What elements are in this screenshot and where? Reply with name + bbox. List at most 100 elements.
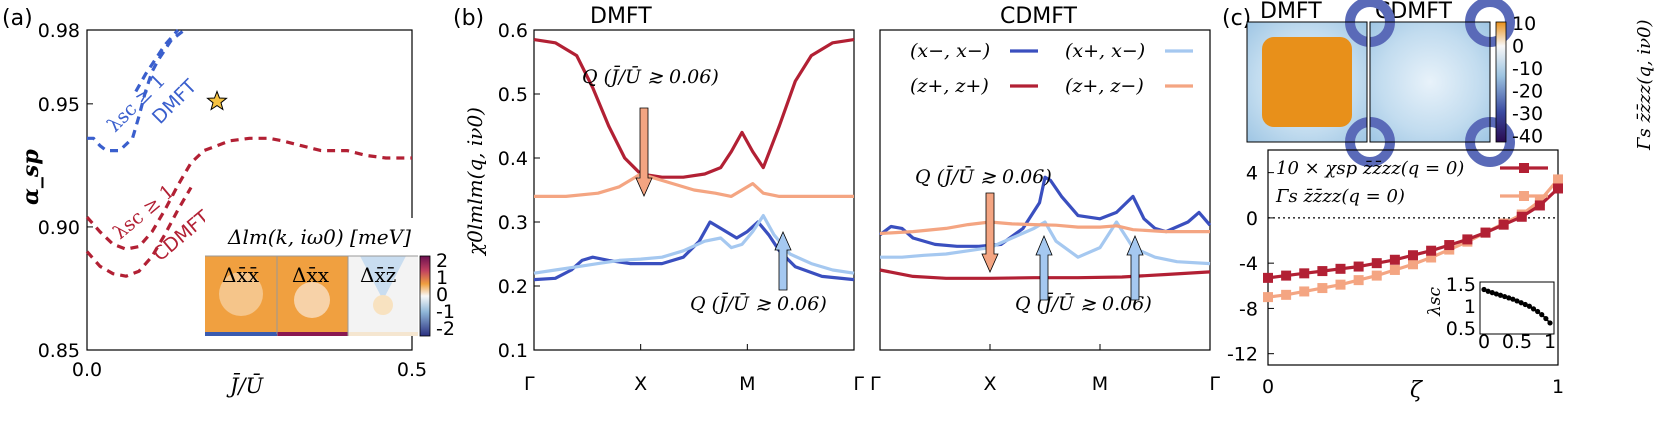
legend-label: (z+, z−) xyxy=(1065,75,1144,97)
panel-b-left-annot-bottom: Q (J̄/Ū ≳ 0.06) xyxy=(690,292,827,315)
panel-c-colorbar-label: Γs z̄z̄zz(q, iν0) xyxy=(1634,19,1655,151)
c-series-line-marker xyxy=(1408,259,1418,270)
b-ytick-label: 0.4 xyxy=(498,148,528,170)
panel-b-right-annot-bottom: Q (J̄/Ū ≳ 0.06) xyxy=(1015,292,1152,315)
c-series-line-marker xyxy=(1389,254,1400,265)
c-ytick-label: -4 xyxy=(1239,253,1258,275)
c-legend-marker xyxy=(1519,191,1529,201)
panel-c-lines xyxy=(1263,174,1563,303)
c-inset-xtick: 1 xyxy=(1544,331,1556,353)
panel-b-right-arrow-up-1 xyxy=(1035,234,1053,301)
c-series-line-marker xyxy=(1534,200,1545,211)
c-inset-point xyxy=(1485,288,1491,294)
heatmap-cdmft xyxy=(1370,22,1490,142)
panel-b-left-title: DMFT xyxy=(590,4,652,29)
panel-a-ylabel: α_sp xyxy=(18,149,44,205)
panel-a-annot-cdmft: CDMFT xyxy=(149,206,214,266)
tile-xz-lobe xyxy=(360,256,406,300)
tile-zz-strip xyxy=(205,334,277,336)
b-series-line xyxy=(534,172,854,198)
c-series-line-marker xyxy=(1444,240,1455,251)
panel-b-right-arrow-up-2 xyxy=(1126,234,1144,301)
tile-label-xx: Δx̄x̄ xyxy=(222,263,260,287)
c-inset-point xyxy=(1489,290,1495,296)
c-inset-point xyxy=(1481,286,1487,293)
b-ytick-label: 0.3 xyxy=(498,212,528,234)
c-series-line-marker xyxy=(1553,183,1563,194)
tile-zz2-top xyxy=(277,332,348,336)
tile-xz2-top xyxy=(348,332,418,336)
panel-a: 0.850.900.950.98 0.0 0.5 α_sp J̄/Ū λsc ≥ … xyxy=(18,20,427,398)
c-inset-point xyxy=(1526,303,1532,309)
c-colorbar-tick: -40 xyxy=(1512,126,1543,148)
c-inset-point xyxy=(1547,320,1553,326)
a-colorbar-tick: -2 xyxy=(436,318,455,340)
c-series-line-marker xyxy=(1335,279,1346,290)
b-ytick-label: 0.5 xyxy=(498,84,528,106)
c-series-line-marker xyxy=(1353,275,1364,286)
c-inset-point xyxy=(1497,292,1504,298)
panel-c-inset-ylabel: λsc xyxy=(1425,287,1445,317)
c-series-line-marker xyxy=(1353,261,1364,272)
panel-b-left-yticks: 0.1 0.2 0.3 0.4 0.5 0.6 xyxy=(498,20,540,362)
panel-c-colorbar-ticks: 100-10-20-30-40 xyxy=(1512,13,1543,148)
panel-c-inset-ticks: 1.510.50 0.5 1 xyxy=(1446,274,1556,353)
heatmap-cdmft-frame xyxy=(1369,21,1491,143)
panel-c-colorbar xyxy=(1495,21,1507,143)
b-series-line xyxy=(533,38,855,179)
c-colorbar-tick: 10 xyxy=(1512,13,1536,35)
c-inset-point xyxy=(1506,295,1512,301)
panel-b-right-frame xyxy=(879,29,1211,351)
tile-label-xx2: Δx̄x xyxy=(292,263,330,287)
panel-b-left-arrow-down xyxy=(635,107,653,197)
b-xtick-label: M xyxy=(739,373,755,395)
inset-title: Δlm(k, iω0) [meV] xyxy=(227,225,411,249)
c-colorbar-tick: -10 xyxy=(1512,58,1543,80)
a-colorbar-tick: 1 xyxy=(436,267,448,289)
star-marker xyxy=(206,89,228,111)
heatmap-title-dmft: DMFT xyxy=(1260,0,1322,24)
b-series-line xyxy=(879,268,1211,280)
panel-c-xlabel: ζ xyxy=(1410,378,1424,403)
c-series-line-marker xyxy=(1408,250,1418,261)
panel-a-xlabel: J̄/Ū xyxy=(226,373,264,398)
panel-b-right-legend: (x−, x−) (x+, x−) (z+, z+) (z+, z−) xyxy=(910,40,1193,97)
panel-label-a: (a) xyxy=(2,6,33,31)
tile-xx-center xyxy=(219,272,263,316)
c-inset-point xyxy=(1535,308,1541,315)
heatmap-divider xyxy=(1367,22,1370,142)
b-xtick-label: M xyxy=(1092,373,1108,395)
b-xtick-label: X xyxy=(634,373,647,395)
panel-label-c: (c) xyxy=(1222,6,1251,31)
legend-label: (x−, x−) xyxy=(910,40,990,62)
c-inset-ytick: 1 xyxy=(1464,296,1476,318)
legend-label: (x+, x−) xyxy=(1065,40,1145,62)
c-series-line-marker xyxy=(1263,272,1273,283)
c-ytick-label: 4 xyxy=(1246,163,1258,185)
panel-b-left-arrow-up xyxy=(774,231,792,291)
a-xtick-label: 0.5 xyxy=(397,359,427,381)
a-series-line xyxy=(134,28,180,93)
panel-a-xticks: 0.0 0.5 xyxy=(72,359,427,381)
panel-b-right: CDMFT Γ X M Γ (x−, x−) (x+, x−) (z+, z+) (z+, … xyxy=(870,4,1220,395)
panel-a-colorbar xyxy=(419,255,431,337)
c-ytick-label: 0 xyxy=(1246,208,1258,230)
c-legend-label: Γs z̄z̄zz(q = 0) xyxy=(1275,186,1405,207)
c-series-line-marker xyxy=(1480,227,1491,238)
c-series-line-marker xyxy=(1281,289,1292,300)
b-series-line xyxy=(533,214,855,275)
a-colorbar-tick: 0 xyxy=(436,284,448,306)
panel-b-left: DMFT 0.1 0.2 0.3 0.4 0.5 0.6 Γ X M Γ χ0lmlm(q, i… xyxy=(463,4,864,395)
c-inset-ytick: 0.5 xyxy=(1446,318,1476,340)
panel-c-inset-line xyxy=(1481,286,1553,326)
b-ytick-label: 0.6 xyxy=(498,20,528,42)
c-series-line-marker xyxy=(1317,283,1328,294)
c-inset-ytick: 1.5 xyxy=(1446,274,1476,296)
c-series-line-marker xyxy=(1462,234,1473,245)
panel-a-star-marker xyxy=(206,89,228,111)
c-xtick-label: 1 xyxy=(1552,376,1564,398)
panel-b-left-annot-top: Q (J̄/Ū ≳ 0.06) xyxy=(582,65,719,88)
panel-a-lines xyxy=(85,28,412,278)
c-colorbar-tick: 0 xyxy=(1512,36,1524,58)
